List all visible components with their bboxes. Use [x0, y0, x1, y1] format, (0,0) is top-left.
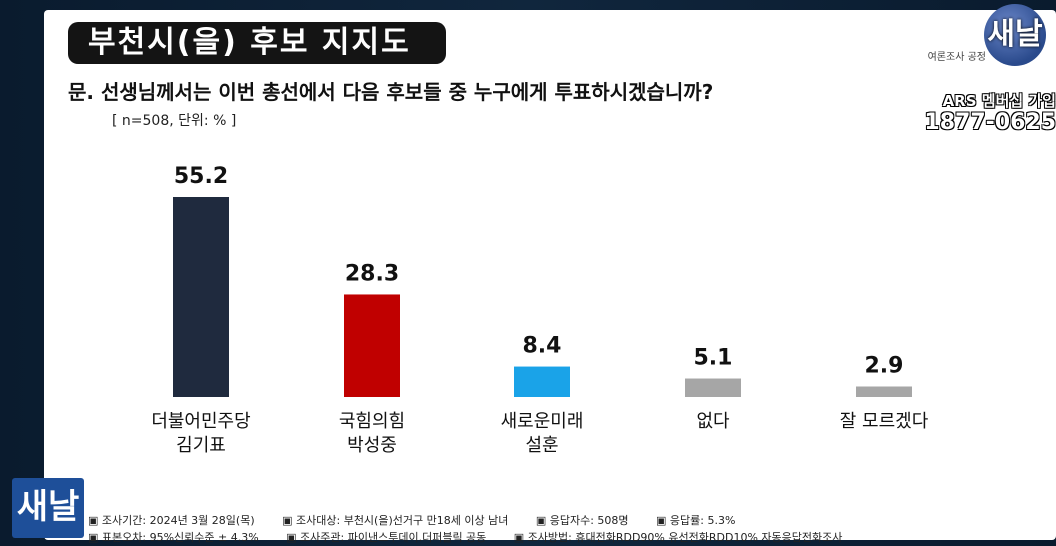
category-label-1-0: 국힘의힘: [339, 411, 405, 432]
footer-item: ▣ 조사방법: 휴대전화RDD90% 유선전화RDD10% 자동응답전화조사: [513, 531, 843, 544]
brand-block: 새날 여론조사 공정 ARS 멤버십 가입 1877-0625: [922, 4, 1056, 144]
footer-item: ▣ 응답자수: 508명: [535, 514, 629, 527]
footer-item: ▣ 응답률: 5.3%: [656, 514, 736, 527]
footer-line-1: ▣ 조사기간: 2024년 3월 28일(목) ▣ 조사대상: 부천시(을)선거…: [88, 512, 1028, 528]
ars-membership-text: ARS 멤버십 가입: [942, 92, 1056, 110]
value-label-4: 2.9: [865, 353, 904, 378]
broadcaster-logo: 새날: [984, 4, 1046, 66]
value-label-3: 5.1: [694, 346, 733, 371]
category-label-3-0: 없다: [696, 411, 730, 432]
category-label-0-0: 더불어민주당: [151, 411, 250, 432]
sample-note: [ n=508, 단위: % ]: [112, 113, 237, 129]
bar-2: [514, 366, 570, 397]
bar-3: [685, 378, 741, 397]
category-label-2-1: 설훈: [525, 435, 558, 456]
footer-item: ▣ 조사주관: 파이낸스투데이.더퍼블릭 공동: [286, 531, 487, 544]
value-label-1: 28.3: [345, 261, 399, 286]
footer-item: ▣ 표본오차: 95%신뢰수준 ± 4.3%: [88, 531, 259, 544]
phone-number: 1877-0625: [924, 110, 1056, 135]
bar-1: [344, 294, 400, 397]
pollster-name: 여론조사 공정: [927, 52, 986, 63]
category-label-1-1: 박성중: [347, 435, 397, 456]
footer-line-2: ▣ 표본오차: 95%신뢰수준 ± 4.3% ▣ 조사주관: 파이낸스투데이.더…: [88, 529, 1028, 545]
category-label-0-1: 김기표: [176, 435, 226, 456]
chart-title: 부천시(을) 후보 지지도: [68, 22, 446, 64]
bar-0: [173, 197, 229, 397]
category-label-4-0: 잘 모르겠다: [840, 411, 929, 432]
value-label-0: 55.2: [174, 164, 228, 189]
survey-question: 문. 선생님께서는 이번 총선에서 다음 후보들 중 누구에게 투표하시겠습니까…: [68, 80, 714, 104]
value-label-2: 8.4: [523, 334, 562, 359]
bar-4: [856, 386, 912, 397]
category-label-2-0: 새로운미래: [501, 411, 584, 432]
footer-item: ▣ 조사기간: 2024년 3월 28일(목): [88, 514, 255, 527]
corner-logo: 새날: [12, 478, 84, 538]
footer-item: ▣ 조사대상: 부천시(을)선거구 만18세 이상 남녀: [282, 514, 509, 527]
